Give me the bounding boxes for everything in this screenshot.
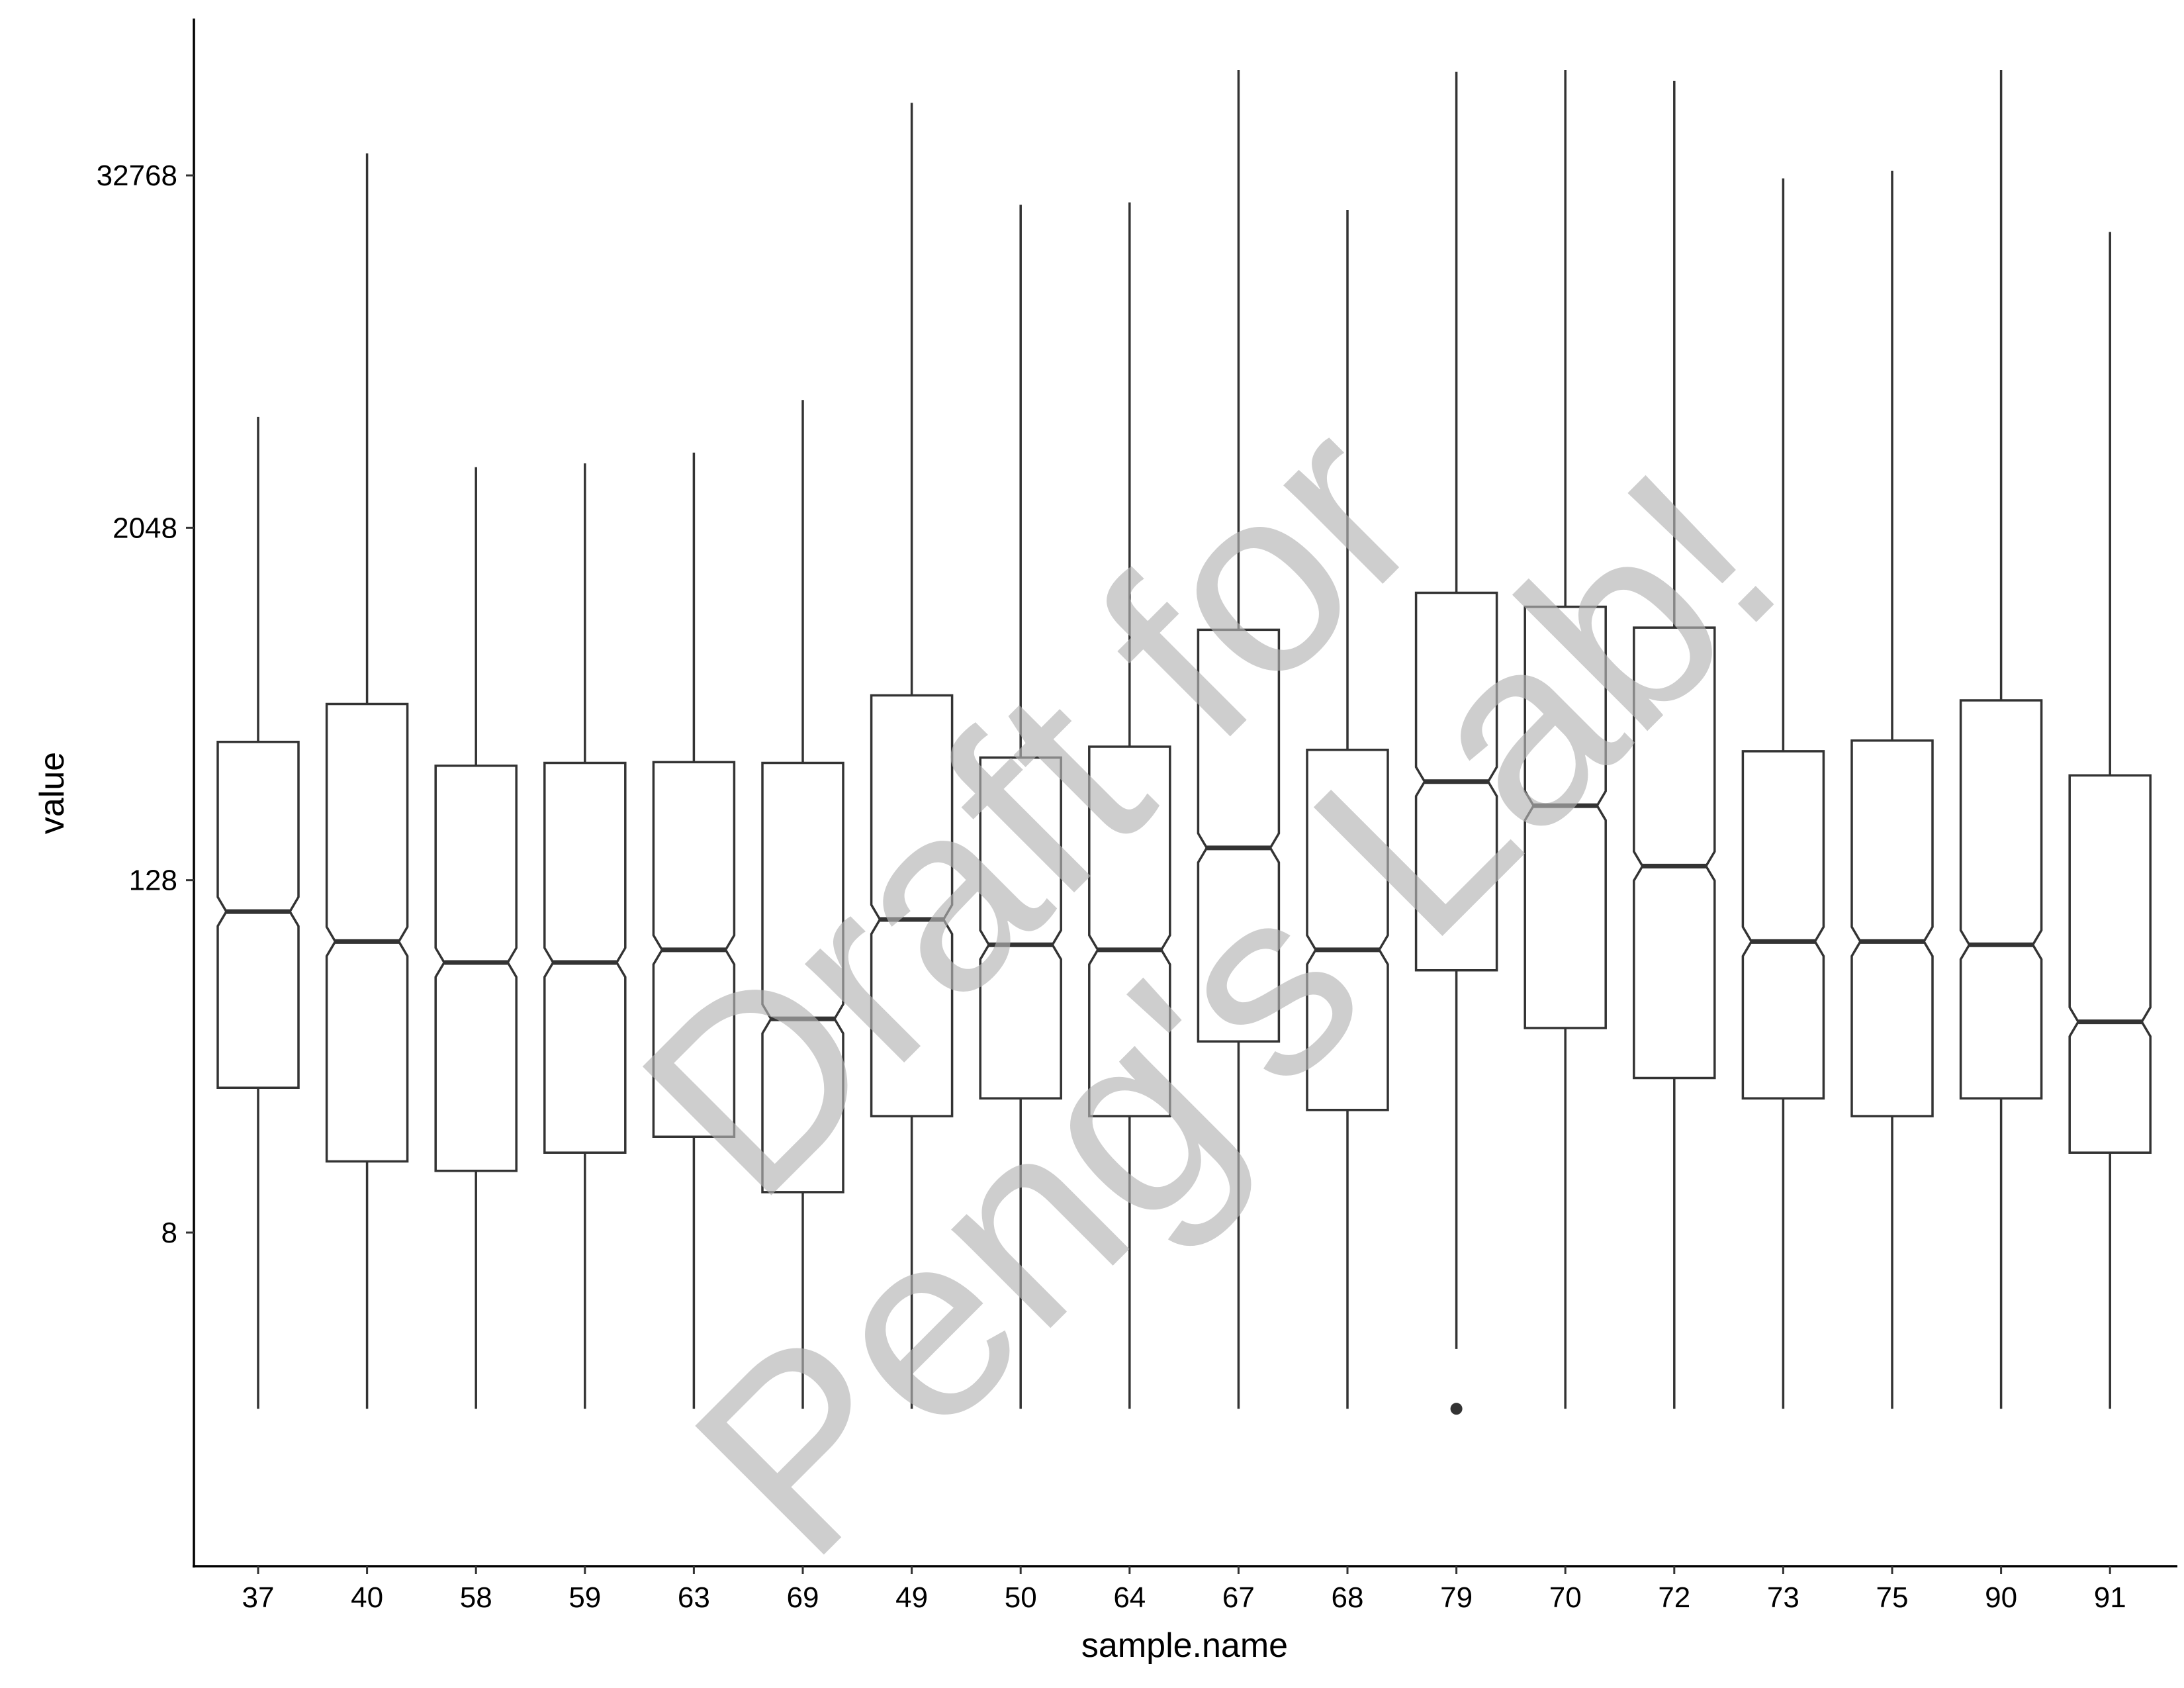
box-group-64 bbox=[1088, 202, 1171, 1409]
x-tick-label: 58 bbox=[460, 1581, 492, 1614]
x-tick-label: 40 bbox=[351, 1581, 383, 1614]
x-tick-label: 72 bbox=[1658, 1581, 1690, 1614]
box-group-40 bbox=[325, 153, 409, 1409]
notched-box bbox=[325, 702, 409, 1163]
notched-box bbox=[1306, 748, 1389, 1111]
x-tick-label: 90 bbox=[1985, 1581, 2017, 1614]
x-tick-label: 49 bbox=[895, 1581, 928, 1614]
x-tick-label: 63 bbox=[678, 1581, 710, 1614]
box-group-79 bbox=[1414, 71, 1498, 1415]
notched-box bbox=[870, 694, 954, 1117]
y-axis-title: value bbox=[33, 752, 71, 834]
x-tick-label: 59 bbox=[569, 1581, 601, 1614]
notched-box bbox=[979, 756, 1062, 1100]
x-tick-label: 73 bbox=[1767, 1581, 1799, 1614]
box-group-90 bbox=[1959, 70, 2043, 1409]
y-tick-label: 32768 bbox=[97, 160, 177, 192]
notched-box bbox=[1741, 750, 1825, 1100]
box-group-49 bbox=[870, 103, 954, 1409]
notched-box bbox=[1088, 745, 1171, 1117]
y-tick-label: 128 bbox=[129, 865, 177, 897]
x-tick-label: 79 bbox=[1440, 1581, 1473, 1614]
x-tick-label: 37 bbox=[242, 1581, 275, 1614]
box-group-69 bbox=[761, 400, 844, 1409]
box-group-73 bbox=[1741, 178, 1825, 1409]
notched-box bbox=[1197, 628, 1281, 1043]
notched-box bbox=[761, 761, 844, 1194]
x-axis-title: sample.name bbox=[1081, 1626, 1288, 1665]
box-group-59 bbox=[543, 463, 627, 1409]
x-tick-label: 68 bbox=[1332, 1581, 1364, 1614]
x-tick-label: 67 bbox=[1222, 1581, 1255, 1614]
x-tick-label: 75 bbox=[1876, 1581, 1909, 1614]
x-tick-label: 69 bbox=[787, 1581, 819, 1614]
notched-box bbox=[1524, 605, 1607, 1029]
box-group-67 bbox=[1197, 70, 1281, 1409]
watermark: Draft for Peng's Lab! bbox=[586, 365, 1832, 1611]
x-tick-label: 64 bbox=[1113, 1581, 1146, 1614]
box-group-91 bbox=[2068, 232, 2152, 1409]
box-group-75 bbox=[1850, 170, 1934, 1409]
x-tick-label: 70 bbox=[1549, 1581, 1582, 1614]
notched-box bbox=[1850, 739, 1934, 1117]
y-tick-label: 8 bbox=[161, 1217, 177, 1249]
box-group-63 bbox=[652, 452, 736, 1409]
box-group-58 bbox=[434, 467, 518, 1409]
box-group-68 bbox=[1306, 209, 1389, 1409]
notched-box bbox=[216, 740, 300, 1089]
notched-box bbox=[2068, 774, 2152, 1154]
y-tick-label: 2048 bbox=[113, 512, 177, 544]
outlier-point bbox=[1450, 1403, 1463, 1415]
box-group-72 bbox=[1633, 81, 1716, 1409]
notched-box bbox=[1633, 626, 1716, 1080]
box-group-70 bbox=[1524, 70, 1607, 1409]
notched-box bbox=[434, 765, 518, 1172]
box-group-50 bbox=[979, 205, 1062, 1409]
notched-box bbox=[1959, 699, 2043, 1100]
y-axis-ticks: 8 128 2048 32768 bbox=[97, 160, 194, 1249]
plot-area bbox=[216, 70, 2152, 1415]
x-axis-ticks: 37 40 58 59 63 69 49 50 64 67 68 79 70 72 73 75 90 91 bbox=[242, 1566, 2126, 1614]
box-group-37 bbox=[216, 416, 300, 1409]
x-tick-label: 50 bbox=[1005, 1581, 1037, 1614]
x-tick-label: 91 bbox=[2094, 1581, 2126, 1614]
notched-box bbox=[543, 761, 627, 1154]
